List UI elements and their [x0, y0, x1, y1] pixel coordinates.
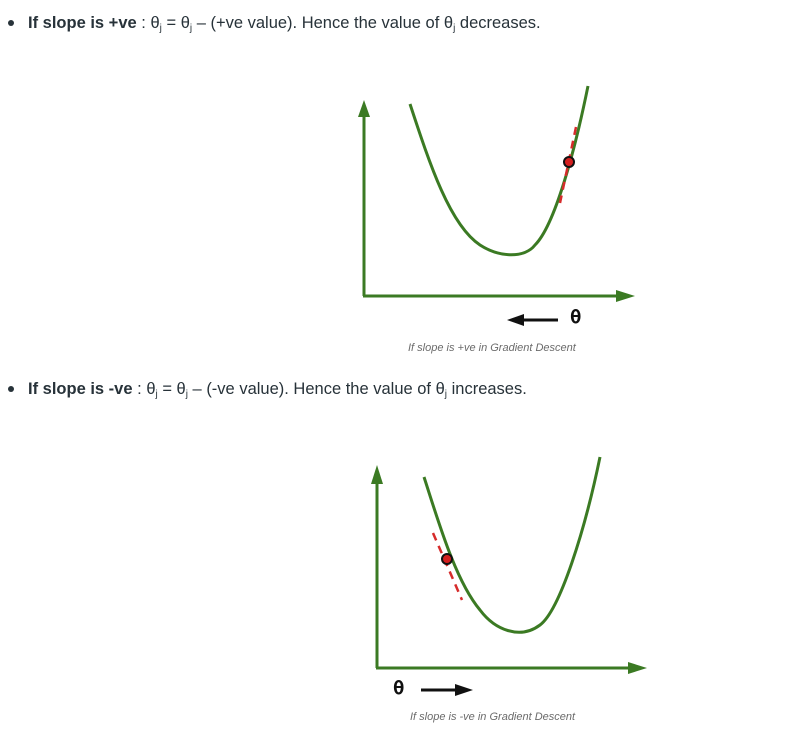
bullet-dot	[8, 386, 14, 392]
y-axis-arrowhead	[371, 465, 383, 484]
cost-curve	[422, 456, 602, 634]
figure-caption: If slope is +ve in Gradient Descent	[408, 342, 576, 354]
bullet-lead: If slope is +ve	[28, 14, 137, 32]
theta-label: θ	[393, 677, 404, 699]
x-axis-arrowhead	[628, 662, 647, 674]
current-point	[441, 553, 453, 565]
current-point	[563, 156, 575, 168]
bullet-lead: If slope is -ve	[28, 380, 133, 398]
x-axis-arrowhead	[616, 290, 635, 302]
bullet-slope-negative: If slope is -ve : θj = θj – (-ve value).…	[8, 378, 527, 400]
direction-arrowhead-left	[507, 314, 524, 326]
tangent-line	[431, 532, 464, 601]
cost-curve	[408, 85, 590, 257]
figure-caption: If slope is -ve in Gradient Descent	[410, 711, 576, 723]
theta-label: θ	[570, 306, 581, 328]
bullet-dot	[8, 20, 14, 26]
bullet-slope-positive: If slope is +ve : θj = θj – (+ve value).…	[8, 12, 541, 34]
y-axis-arrowhead	[358, 100, 370, 117]
direction-arrowhead-right	[455, 684, 473, 696]
